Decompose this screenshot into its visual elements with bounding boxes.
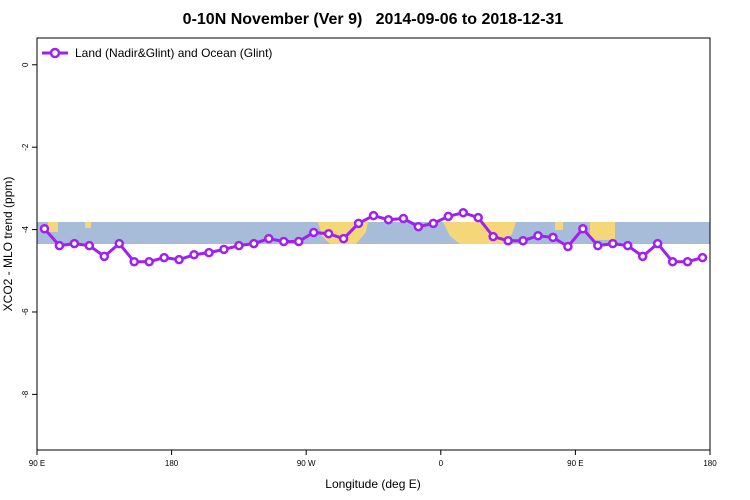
y-axis-label: XCO2 - MLO trend (ppm) [1, 177, 15, 312]
data-point [593, 240, 603, 251]
x-axis-label: Longitude (deg E) [325, 477, 420, 491]
data-point [533, 231, 543, 241]
data-point [458, 207, 468, 218]
data-point [219, 244, 229, 255]
data-point [159, 252, 169, 263]
data-point [39, 224, 50, 234]
data-point [488, 231, 498, 242]
data-point [114, 238, 125, 249]
x-tick-label: 180 [703, 459, 717, 468]
data-point [548, 232, 558, 243]
plot-frame [36, 37, 711, 451]
data-point [667, 256, 678, 267]
y-tick-label: -6 [21, 308, 30, 316]
data-point [264, 233, 274, 244]
data-point [503, 235, 513, 246]
data-point [204, 247, 214, 258]
y-tick-label: -4 [21, 225, 30, 233]
data-point [368, 210, 379, 221]
legend-label: Land (Nadir&Glint) and Ocean (Glint) [75, 46, 272, 60]
x-tick-label: 180 [165, 459, 179, 468]
data-point [84, 240, 95, 251]
data-point [308, 227, 319, 238]
data-point [338, 233, 349, 244]
data-point [622, 240, 633, 251]
data-point [443, 211, 454, 222]
data-point [637, 251, 648, 262]
data-point [293, 236, 304, 247]
chart-title: 0-10N November (Ver 9) 2014-09-06 to 201… [183, 11, 564, 28]
x-tick-label: 0 [439, 459, 444, 468]
y-tick-label: -8 [21, 390, 30, 398]
y-tick-label: 0 [21, 62, 30, 67]
data-point [652, 238, 663, 249]
data-point [473, 212, 483, 223]
data-point [608, 238, 618, 249]
legend-marker [49, 47, 61, 59]
data-point [398, 213, 409, 224]
data-point [323, 228, 334, 239]
data-point [129, 256, 139, 267]
data-point [428, 218, 439, 229]
data-point [174, 254, 184, 265]
data-point [249, 238, 259, 249]
data-point [383, 214, 394, 225]
y-tick-label: -2 [21, 143, 30, 151]
data-point [563, 241, 573, 252]
data-point [234, 240, 244, 251]
data-point [697, 252, 708, 263]
data-point [54, 240, 65, 251]
data-point [99, 251, 110, 262]
x-tick-label: 90 W [297, 459, 316, 468]
x-tick-label: 90 E [567, 459, 583, 468]
data-point [353, 218, 364, 229]
data-point [578, 224, 588, 234]
data-point [413, 221, 424, 232]
data-point [279, 236, 289, 247]
data-point [144, 256, 154, 267]
legend: Land (Nadir&Glint) and Ocean (Glint) [42, 46, 272, 60]
x-tick-label: 90 E [29, 459, 45, 468]
data-point [682, 256, 693, 267]
data-point [518, 235, 528, 246]
data-point [69, 238, 80, 249]
data-point [189, 249, 199, 260]
